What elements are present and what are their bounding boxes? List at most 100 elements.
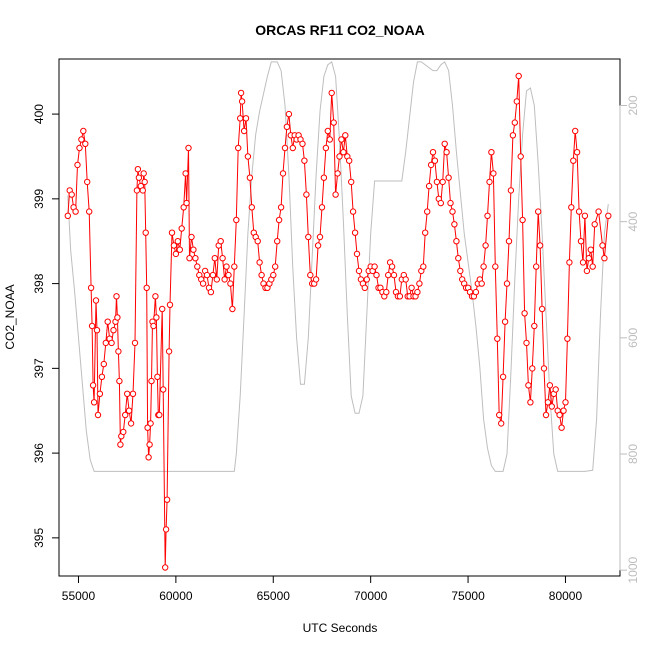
co2-point: [90, 399, 98, 406]
co2-point: [303, 191, 310, 198]
co2-point: [144, 424, 151, 431]
co2-point: [351, 229, 359, 236]
co2-point: [143, 284, 150, 291]
co2-point: [577, 238, 585, 245]
co2-point: [283, 123, 291, 131]
co2-point: [88, 322, 96, 330]
co2-point: [515, 72, 522, 80]
co2-point: [499, 373, 507, 380]
pressure-series: [67, 61, 609, 472]
co2-point: [180, 204, 187, 211]
co2-point: [585, 255, 592, 262]
co2-point: [517, 153, 524, 160]
co2-point: [134, 166, 142, 173]
co2-point: [503, 280, 511, 287]
co2-point: [87, 284, 95, 291]
co2-point: [277, 204, 285, 211]
co2-point: [274, 238, 281, 245]
co2-point: [348, 178, 355, 186]
co2-point: [536, 242, 544, 249]
co2-point: [145, 454, 152, 461]
co2-point: [235, 144, 242, 152]
co2-point: [190, 246, 197, 253]
co2-point: [322, 144, 330, 152]
co2-point: [170, 242, 178, 249]
co2-point: [122, 411, 129, 419]
co2-point: [431, 157, 439, 164]
co2-point: [472, 288, 480, 296]
y2-tick-label: 200: [626, 95, 640, 115]
co2-point: [540, 365, 548, 372]
co2-point: [213, 276, 221, 283]
co2-point: [142, 229, 149, 236]
x-tick-label: 55000: [62, 589, 96, 603]
co2-point: [572, 127, 579, 135]
co2-point: [552, 386, 559, 393]
x-tick-label: 70000: [354, 589, 388, 603]
co2-point: [538, 305, 546, 313]
co2-point: [605, 212, 612, 220]
x-tick-label: 65000: [257, 589, 291, 603]
y2-tick-label: 800: [626, 444, 640, 464]
co2-point: [312, 276, 320, 283]
co2-point: [182, 170, 189, 177]
co2-point: [174, 238, 182, 245]
co2-point: [443, 149, 450, 156]
co2-point: [140, 170, 147, 177]
co2-point: [385, 271, 392, 279]
co2-point: [363, 276, 370, 283]
co2-point: [207, 288, 215, 296]
co2-point: [570, 157, 577, 164]
co2-point: [480, 263, 487, 270]
co2-point: [92, 297, 100, 304]
co2-point: [523, 339, 530, 347]
co2-point: [110, 327, 117, 334]
co2-point: [178, 225, 185, 232]
co2-point: [501, 318, 509, 325]
co2-point: [521, 310, 528, 317]
co2-point: [115, 348, 122, 355]
co2-point: [556, 411, 563, 419]
co2-point: [548, 403, 555, 410]
y-tick-label: 399: [32, 189, 46, 209]
co2-point: [72, 208, 79, 215]
co2-point: [113, 293, 120, 300]
co2-point: [139, 187, 147, 194]
co2-point: [156, 411, 163, 419]
co2-point: [437, 199, 444, 207]
co2-point: [254, 238, 261, 245]
co2-point: [289, 144, 296, 152]
y2-tick-label: 600: [626, 327, 640, 347]
co2-point: [217, 238, 224, 245]
y-tick-label: 400: [32, 104, 46, 124]
y2-tick-label: 1000: [626, 557, 640, 584]
co2-point: [114, 314, 121, 321]
co2-point: [546, 382, 554, 389]
co2-point: [209, 271, 217, 279]
co2-point: [439, 178, 446, 186]
co2-point: [166, 301, 174, 308]
co2-point: [542, 411, 550, 419]
co2-point: [256, 259, 263, 266]
co2-point: [566, 259, 573, 266]
co2-point: [433, 178, 441, 186]
co2-point: [568, 204, 575, 211]
co2-point: [583, 267, 591, 275]
co2-point: [238, 98, 246, 105]
co2-point: [153, 314, 160, 321]
co2-point: [192, 255, 199, 262]
co2-point: [163, 496, 171, 503]
co2-point: [159, 305, 166, 313]
co2-point: [165, 348, 173, 355]
co2-point: [340, 149, 347, 156]
co2-point: [116, 377, 123, 385]
co2-point: [494, 335, 501, 342]
co2-point: [316, 233, 324, 241]
co2-point: [203, 271, 211, 279]
co2-point: [314, 242, 322, 249]
y-axis: 395 396 397 398 399 400: [32, 104, 60, 548]
co2-point: [131, 339, 139, 347]
co2-point: [581, 212, 589, 220]
y-axis-label: CO2_NOAA: [3, 284, 17, 349]
